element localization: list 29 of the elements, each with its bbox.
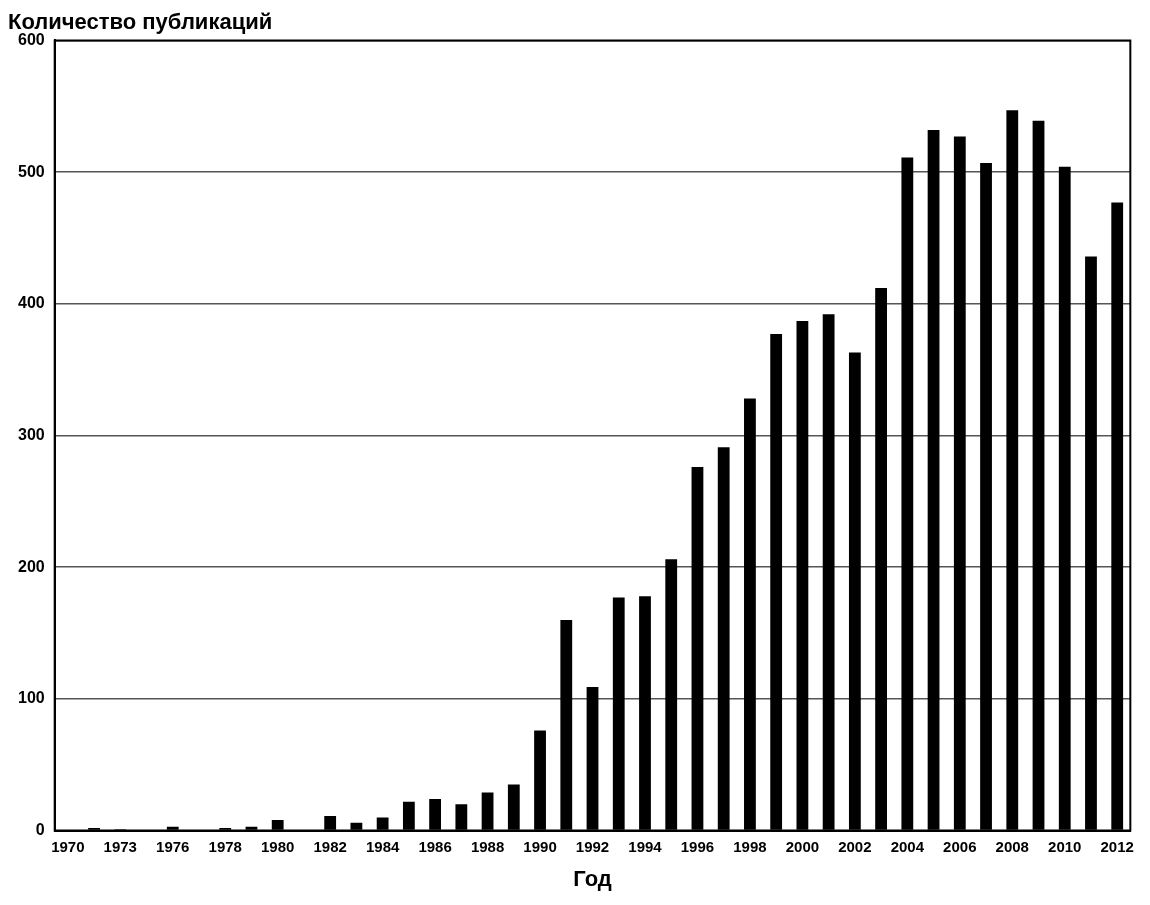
x-tick-label: 1988	[470, 837, 505, 855]
x-tick-label: 2000	[785, 837, 820, 855]
x-tick-label: 2002	[838, 837, 872, 855]
x-tick-label: 1992	[575, 837, 610, 855]
y-tick-label: 500	[17, 162, 45, 180]
x-axis-title: Год	[573, 865, 612, 891]
y-tick-label: 0	[35, 821, 45, 839]
y-tick-label: 400	[17, 294, 45, 312]
x-tick-label: 2008	[995, 837, 1029, 855]
x-tick-label: 2010	[1048, 837, 1082, 855]
x-tick-label: 1986	[418, 837, 452, 855]
x-tick-label: 1998	[733, 837, 767, 855]
y-tick-label: 600	[17, 30, 45, 48]
x-tick-label: 2012	[1100, 837, 1134, 855]
x-tick-label: 1970	[51, 837, 85, 855]
x-tick-label: 1984	[365, 837, 400, 855]
x-tick-label: 1994	[628, 837, 663, 855]
x-tick-label: 1980	[261, 837, 295, 855]
y-tick-label: 200	[17, 557, 45, 575]
x-tick-label: 1978	[208, 837, 242, 855]
y-tick-label: 300	[17, 425, 45, 443]
x-tick-label: 1973	[103, 837, 137, 855]
x-tick-label: 2006	[943, 837, 977, 855]
x-tick-label: 1990	[523, 837, 557, 855]
x-tick-label: 1982	[313, 837, 347, 855]
x-tick-label: 1976	[156, 837, 190, 855]
y-tick-label: 100	[17, 689, 45, 707]
x-tick-label: 1996	[680, 837, 715, 855]
x-tick-label: 2004	[890, 837, 925, 855]
